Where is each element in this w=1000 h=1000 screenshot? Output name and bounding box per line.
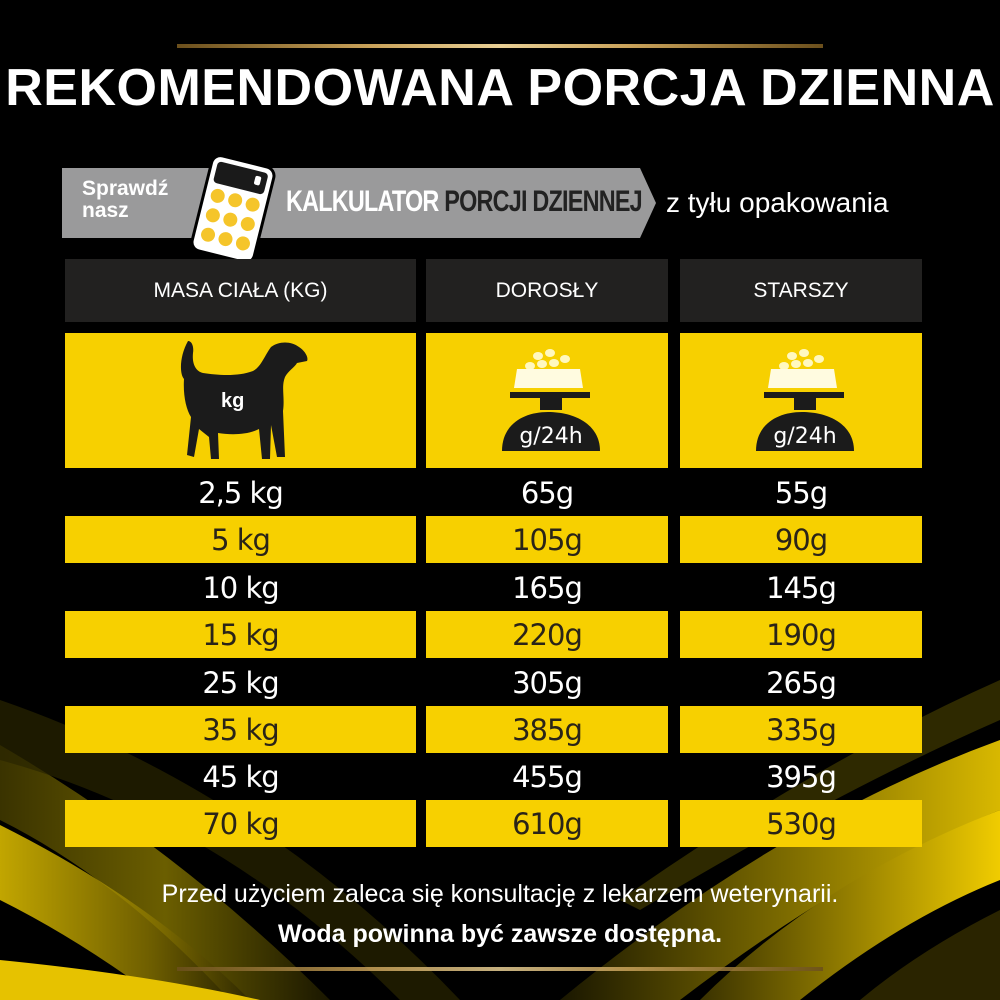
table-cell-weight: 5 kg [65,516,416,563]
water-note: Woda powinna być zawsze dostępna. [277,920,723,948]
table-cell-weight: 25 kg [202,665,279,700]
table-cell-senior: 190g [680,611,922,658]
calculator-banner: Sprawdź nasz KALKULATOR PORCJI DZIENNEJ [62,154,656,264]
header-senior: STARSZY [680,259,922,322]
table-cell-senior: 55g [774,475,828,510]
food-scale-icon: g/24h [756,348,854,451]
weight-icon-cell: kg [65,333,416,468]
table-cell-adult: 455g [512,759,583,794]
adult-portion-icon-cell: g/24h [426,333,668,468]
calculator-title: KALKULATOR PORCJI DZIENNEJ [286,185,643,218]
table-cell-adult: 220g [426,611,668,658]
table-cell-adult: 305g [512,665,583,700]
table-cell-weight: 15 kg [65,611,416,658]
table-cell-adult: 65g [520,475,574,510]
vet-consultation-note: Przed użyciem zaleca się konsultację z l… [161,880,839,908]
gold-divider-top [177,44,823,48]
table-cell-senior: 530g [680,800,922,847]
food-scale-icon: g/24h [502,348,600,451]
table-cell-weight: 45 kg [202,759,279,794]
table-cell-adult: 105g [426,516,668,563]
table-cell-weight: 2,5 kg [198,475,284,510]
table-cell-senior: 145g [766,570,837,605]
banner-background [62,168,656,238]
banner-after-text: z tyłu opakowania [666,187,889,218]
senior-portion-icon-cell: g/24h [680,333,922,468]
header-body-weight: MASA CIAŁA (KG) [65,259,416,322]
table-cell-weight: 70 kg [65,800,416,847]
table-cell-weight: 35 kg [65,706,416,753]
gold-divider-bottom [177,967,823,971]
table-cell-adult: 385g [426,706,668,753]
table-cell-adult: 610g [426,800,668,847]
table-cell-weight: 10 kg [202,570,279,605]
table-cell-senior: 335g [680,706,922,753]
table-cell-adult: 165g [512,570,583,605]
svg-text:g/24h: g/24h [773,424,836,449]
header-adult: DOROSŁY [426,259,668,322]
dog-icon: kg [180,340,307,459]
svg-text:g/24h: g/24h [519,424,582,449]
svg-text:kg: kg [221,390,244,412]
table-cell-senior: 395g [766,759,837,794]
table-cell-senior: 90g [680,516,922,563]
calculator-icon [190,154,276,264]
table-cell-senior: 265g [766,665,837,700]
banner-check-text: Sprawdź nasz [82,177,169,222]
page-title: REKOMENDOWANA PORCJA DZIENNA [5,59,995,117]
